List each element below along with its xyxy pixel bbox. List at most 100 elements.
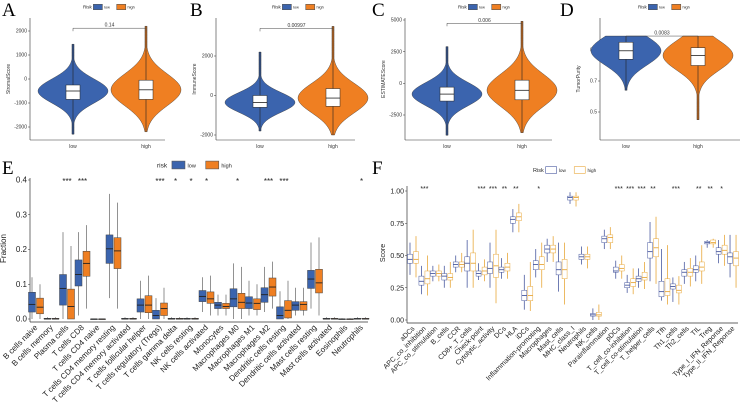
significance-label: *** <box>62 177 71 186</box>
box-high <box>721 244 728 255</box>
y-tick-label: 1000 <box>16 53 27 59</box>
legend-title: Risk <box>638 5 647 10</box>
box-low <box>276 306 284 320</box>
box-low <box>74 259 83 287</box>
significance-label: *** <box>489 186 497 193</box>
significance-label: * <box>236 177 239 186</box>
y-axis-title: TumorPurity <box>576 65 582 93</box>
y-tick-label: 0.3 <box>16 210 28 219</box>
pvalue-bracket <box>72 27 147 32</box>
significance-label: * <box>537 186 540 193</box>
y-tick-label: 0.25 <box>390 285 404 292</box>
y-axis-title: StromalScore <box>6 64 12 95</box>
significance-label: *** <box>615 186 623 193</box>
box-high <box>618 264 625 272</box>
y-tick-label: 2500 <box>391 49 402 55</box>
y-tick-label: -2000 <box>200 133 213 139</box>
box-high <box>299 301 308 311</box>
y-tick-label: -1000 <box>14 101 27 107</box>
legend-swatch-low <box>468 4 478 11</box>
box-low <box>487 261 493 274</box>
legend-swatch-high <box>205 160 220 170</box>
box-high <box>253 298 261 310</box>
panel-F: 0.000.250.500.751.00ScoreaDCsAPC_co_inhi… <box>380 186 739 382</box>
box-high <box>699 261 705 272</box>
legend-title: Risk <box>83 5 92 10</box>
panel-D: 0.50.70.9TumorPuritylowhigh0.0083 <box>576 18 740 150</box>
y-axis-title: Fraction <box>0 234 8 263</box>
pvalue-bracket <box>446 23 523 27</box>
significance-label: *** <box>155 177 164 186</box>
legend-label: low <box>293 6 299 10</box>
significance-label: *** <box>626 186 634 193</box>
box-high <box>67 288 75 320</box>
significance-label: *** <box>672 186 680 193</box>
legend-label: low <box>188 163 196 169</box>
x-tick-label: high <box>328 144 338 150</box>
box-high <box>36 297 44 315</box>
legend-title: Risk <box>458 5 467 10</box>
x-tick-label: low <box>622 144 630 150</box>
y-tick-label: 0.75 <box>390 221 404 228</box>
legend-label: high <box>221 163 231 169</box>
x-tick-label: low <box>69 144 77 150</box>
legend-D: Risk low high <box>638 4 690 11</box>
box-high <box>470 252 476 272</box>
box-high <box>144 295 153 313</box>
legend-A: Risk low high <box>83 4 135 11</box>
significance-label: ** <box>513 186 519 193</box>
pvalue-label: 0.00997 <box>287 23 305 29</box>
box-low <box>658 281 665 298</box>
legend-title: risk <box>157 162 168 169</box>
legend-label: high <box>128 6 135 10</box>
legend-swatch-low <box>648 4 658 11</box>
box-low <box>510 216 516 224</box>
box-high <box>206 291 215 304</box>
x-tick-label: high <box>141 144 151 150</box>
y-tick-label: 0.4 <box>16 176 28 185</box>
legend-swatch-low <box>282 4 292 11</box>
y-tick-label: 1.00 <box>390 189 404 196</box>
panel-B: -2000 0 2000 ImmuneScore low high 0.00997 <box>192 18 369 150</box>
legend-swatch-high <box>116 4 127 11</box>
significance-label: *** <box>477 186 485 193</box>
legend-swatch-low <box>171 160 186 170</box>
x-tick-label: high <box>693 144 703 150</box>
panel-C: -2500 0 2500 5000 ESTIMATEScore low high 0.006 <box>381 18 558 150</box>
significance-label: ** <box>650 186 656 193</box>
box-low <box>727 252 733 264</box>
significance-label: *** <box>279 177 288 186</box>
legend-label: high <box>683 6 690 10</box>
box-low <box>418 275 425 286</box>
box-high <box>413 251 419 264</box>
box-low <box>229 288 238 308</box>
box-low <box>441 273 448 281</box>
significance-label: * <box>205 177 208 186</box>
pvalue-bracket <box>625 35 699 40</box>
pvalue-bracket <box>259 28 334 32</box>
y-tick-label: 2000 <box>16 29 27 35</box>
box-high <box>160 302 168 316</box>
box-low <box>407 253 413 264</box>
box-low <box>693 265 699 273</box>
significance-label: * <box>360 177 363 186</box>
legend-swatch-high <box>305 4 316 11</box>
box-low <box>252 95 268 108</box>
box-high <box>573 195 579 201</box>
significance-label: ** <box>502 186 508 193</box>
box-high <box>237 293 246 309</box>
panel-letter-C: C <box>372 0 385 21</box>
legend-label: high <box>317 6 324 10</box>
significance-label: ** <box>707 186 713 193</box>
y-tick-label: 0.0 <box>16 315 28 324</box>
box-low <box>152 310 160 320</box>
legend-label: high <box>503 6 510 10</box>
y-tick-label: 0.00 <box>390 318 404 325</box>
y-tick-label: -2500 <box>389 113 402 119</box>
y-tick-label: 0 <box>210 93 213 99</box>
panel-letter-D: D <box>560 0 574 21</box>
box-low <box>464 256 470 272</box>
y-tick-label: 0.5 <box>590 110 597 116</box>
y-axis-title: ESTIMATEScore <box>381 60 387 98</box>
